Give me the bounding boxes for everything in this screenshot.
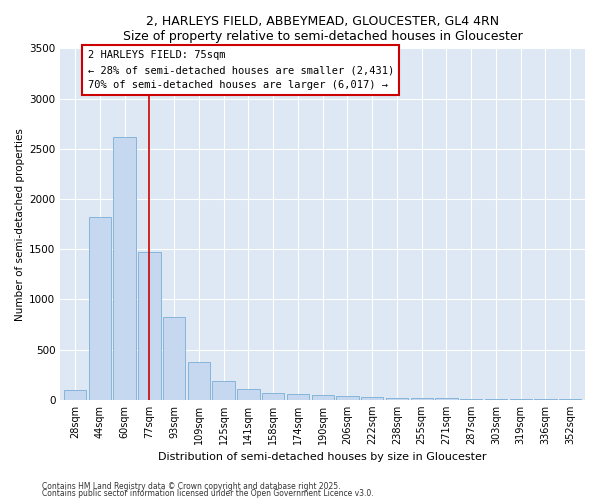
Bar [435, 398, 458, 400]
Bar [509, 399, 532, 400]
Bar [89, 217, 111, 400]
Text: Contains public sector information licensed under the Open Government Licence v3: Contains public sector information licen… [42, 489, 374, 498]
Text: 2 HARLEYS FIELD: 75sqm
← 28% of semi-detached houses are smaller (2,431)
70% of : 2 HARLEYS FIELD: 75sqm ← 28% of semi-det… [88, 50, 394, 90]
Y-axis label: Number of semi-detached properties: Number of semi-detached properties [15, 128, 25, 320]
Bar [460, 398, 482, 400]
Bar [188, 362, 210, 400]
Bar [64, 390, 86, 400]
Bar [534, 399, 557, 400]
Bar [212, 380, 235, 400]
Bar [386, 398, 408, 400]
Bar [138, 252, 161, 400]
Bar [485, 399, 507, 400]
X-axis label: Distribution of semi-detached houses by size in Gloucester: Distribution of semi-detached houses by … [158, 452, 487, 462]
Bar [113, 136, 136, 400]
Bar [237, 389, 260, 400]
Bar [262, 393, 284, 400]
Bar [361, 397, 383, 400]
Title: 2, HARLEYS FIELD, ABBEYMEAD, GLOUCESTER, GL4 4RN
Size of property relative to se: 2, HARLEYS FIELD, ABBEYMEAD, GLOUCESTER,… [123, 15, 523, 43]
Bar [287, 394, 309, 400]
Bar [336, 396, 359, 400]
Bar [410, 398, 433, 400]
Bar [163, 318, 185, 400]
Bar [311, 396, 334, 400]
Text: Contains HM Land Registry data © Crown copyright and database right 2025.: Contains HM Land Registry data © Crown c… [42, 482, 341, 491]
